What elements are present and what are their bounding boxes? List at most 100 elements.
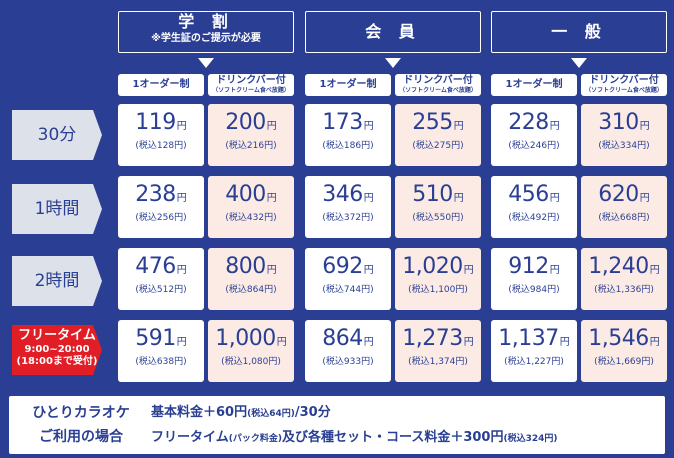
price-value: 310 [598,110,639,135]
header-general: 一 般 [491,11,667,53]
price-cell: 255円 (税込275円) [395,104,481,166]
price-cell: 800円 (税込864円) [208,248,294,310]
subheader-one-order: 1オーダー制 [118,74,204,96]
free-time-hours: 9:00~20:00 [24,344,90,355]
price-value: 1,137 [498,326,559,351]
price-cell: 692円 (税込744円) [305,248,391,310]
tax-included-price: (税込550円) [412,213,464,223]
tax-included-price: (税込1,374円) [408,357,468,367]
solo-set-course-fee: 及び各種セット・コース料金＋300円 [281,430,504,445]
tax-included-price: (税込246円) [508,141,560,151]
price-value: 1,240 [588,254,649,279]
tax-included-price: (税込933円) [322,357,374,367]
yen-unit: 円 [639,193,650,204]
solo-basic-fee-line: 基本料金＋60円(税込64円)/30分 [151,401,558,426]
price-cell: 591円 (税込638円) [118,320,204,382]
row-label-2hours: 2時間 [12,256,102,306]
yen-unit: 円 [649,337,660,348]
subheader-drink-bar: ドリンクバー付 （ソフトクリーム食べ放題） [395,74,481,96]
subheader-drink-bar: ドリンクバー付 （ソフトクリーム食べ放題） [208,74,294,96]
price-value: 864 [322,326,363,351]
tax-included-price: (税込638円) [135,357,187,367]
tax-included-price: (税込1,336円) [594,285,654,295]
header-member-title: 会 員 [365,22,421,41]
solo-freetime-label: フリータイム [151,430,229,445]
price-value: 1,273 [402,326,463,351]
yen-unit: 円 [266,193,277,204]
price-value: 456 [508,182,549,207]
header-student-note: ※学生証のご提示が必要 [151,33,261,44]
price-value: 119 [135,110,176,135]
arrow-down-icon [571,58,587,68]
row-label-1hour: 1時間 [12,184,102,234]
tax-included-price: (税込1,100円) [408,285,468,295]
tax-included-price: (税込256円) [135,213,187,223]
price-value: 692 [322,254,363,279]
price-value: 510 [412,182,453,207]
price-cell: 1,020円 (税込1,100円) [395,248,481,310]
yen-unit: 円 [363,265,374,276]
price-cell: 310円 (税込334円) [581,104,667,166]
tax-included-price: (税込275円) [412,141,464,151]
yen-unit: 円 [176,193,187,204]
tax-included-price: (税込1,080円) [221,357,281,367]
subheader-drink-bar-note: （ソフトクリーム食べ放題） [399,87,477,94]
solo-basic-fee-tax: (税込64円) [247,409,295,419]
yen-unit: 円 [463,265,474,276]
price-cell: 400円 (税込432円) [208,176,294,238]
yen-unit: 円 [363,193,374,204]
price-cell: 1,137円 (税込1,227円) [491,320,577,382]
yen-unit: 円 [176,265,187,276]
tax-included-price: (税込668円) [598,213,650,223]
price-cell: 1,240円 (税込1,336円) [581,248,667,310]
price-cell: 228円 (税込246円) [491,104,577,166]
price-value: 228 [508,110,549,135]
header-student-title: 学 割 [178,12,234,31]
yen-unit: 円 [549,193,560,204]
subheader-one-order: 1オーダー制 [305,74,391,96]
price-cell: 1,546円 (税込1,669円) [581,320,667,382]
price-cell: 620円 (税込668円) [581,176,667,238]
price-value: 1,546 [588,326,649,351]
solo-karaoke-pricing: 基本料金＋60円(税込64円)/30分 フリータイム(パック料金)及び各種セット… [151,401,558,451]
yen-unit: 円 [266,121,277,132]
yen-unit: 円 [549,121,560,132]
price-value: 591 [135,326,176,351]
price-value: 238 [135,182,176,207]
subheader-drink-bar-label: ドリンクバー付 [216,75,286,86]
tax-included-price: (税込984円) [508,285,560,295]
yen-unit: 円 [276,337,287,348]
yen-unit: 円 [559,337,570,348]
yen-unit: 円 [639,121,650,132]
yen-unit: 円 [463,337,474,348]
tax-included-price: (税込128円) [135,141,187,151]
price-value: 800 [225,254,266,279]
tax-included-price: (税込864円) [225,285,277,295]
solo-pack-note: (パック料金) [228,434,282,444]
subheader-drink-bar-note: （ソフトクリーム食べ放題） [585,87,663,94]
free-time-title: フリータイム [18,328,96,343]
price-cell: 456円 (税込492円) [491,176,577,238]
price-value: 476 [135,254,176,279]
yen-unit: 円 [453,121,464,132]
header-student: 学 割 ※学生証のご提示が必要 [118,11,294,53]
price-value: 255 [412,110,453,135]
row-label-free-time: フリータイム 9:00~20:00 (18:00まで受付) [12,325,102,375]
solo-karaoke-label: ひとりカラオケ ご利用の場合 [17,401,145,449]
subheader-drink-bar: ドリンクバー付 （ソフトクリーム食べ放題） [581,74,667,96]
subheader-one-order: 1オーダー制 [491,74,577,96]
tax-included-price: (税込216円) [225,141,277,151]
solo-set-course-fee-tax: (税込324円) [503,434,558,444]
price-value: 1,020 [402,254,463,279]
tax-included-price: (税込432円) [225,213,277,223]
tax-included-price: (税込512円) [135,285,187,295]
price-cell: 1,000円 (税込1,080円) [208,320,294,382]
price-cell: 1,273円 (税込1,374円) [395,320,481,382]
arrow-down-icon [385,58,401,68]
tax-included-price: (税込1,227円) [504,357,564,367]
price-value: 620 [598,182,639,207]
header-member: 会 員 [305,11,481,53]
subheader-drink-bar-label: ドリンクバー付 [589,75,659,86]
yen-unit: 円 [649,265,660,276]
